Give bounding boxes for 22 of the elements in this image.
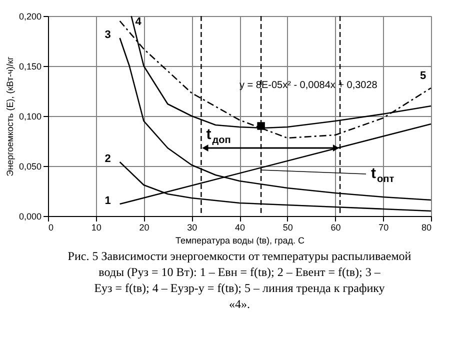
- x-axis-title: Температура воды (tв), град. С: [175, 236, 306, 246]
- series-label: 4: [135, 16, 142, 28]
- y-axis-title: Энергоемкость (Е), (кВт-ч)/кг: [4, 56, 15, 176]
- x-tick-label: 80: [421, 222, 432, 232]
- y-tick-label: 0,200: [18, 12, 42, 22]
- series-label: 5: [420, 70, 426, 82]
- x-tick-label: 30: [187, 222, 198, 232]
- x-tick-label: 60: [330, 222, 341, 232]
- x-tick-label: 0: [48, 222, 54, 232]
- series-label: 2: [104, 153, 111, 165]
- y-tick-label: 0,050: [18, 162, 42, 172]
- series-label: 3: [104, 29, 111, 41]
- x-tick-label: 20: [139, 222, 150, 232]
- y-tick-label: 0,100: [18, 112, 42, 122]
- text: Рис. 5 Зависимости энергоемкости от температуры распыливаемой воды (Pуз = 10 Вт): 1 – Eвн = f(tв); 2 – Eвент = f(tв); 3 – Eуз = f(tв); 4 – Eузр-у = f(tв); 5 – линия тренда к графику «4».: [68, 249, 412, 311]
- y-tick-label: 0,000: [18, 212, 42, 222]
- y-tick-label: 0,150: [18, 62, 42, 72]
- x-tick-label: 50: [282, 222, 293, 232]
- x-tick-label: 10: [91, 222, 102, 232]
- x-tick-label: 70: [378, 222, 389, 232]
- x-tick-label: 40: [234, 222, 246, 232]
- series-label: 1: [104, 195, 111, 207]
